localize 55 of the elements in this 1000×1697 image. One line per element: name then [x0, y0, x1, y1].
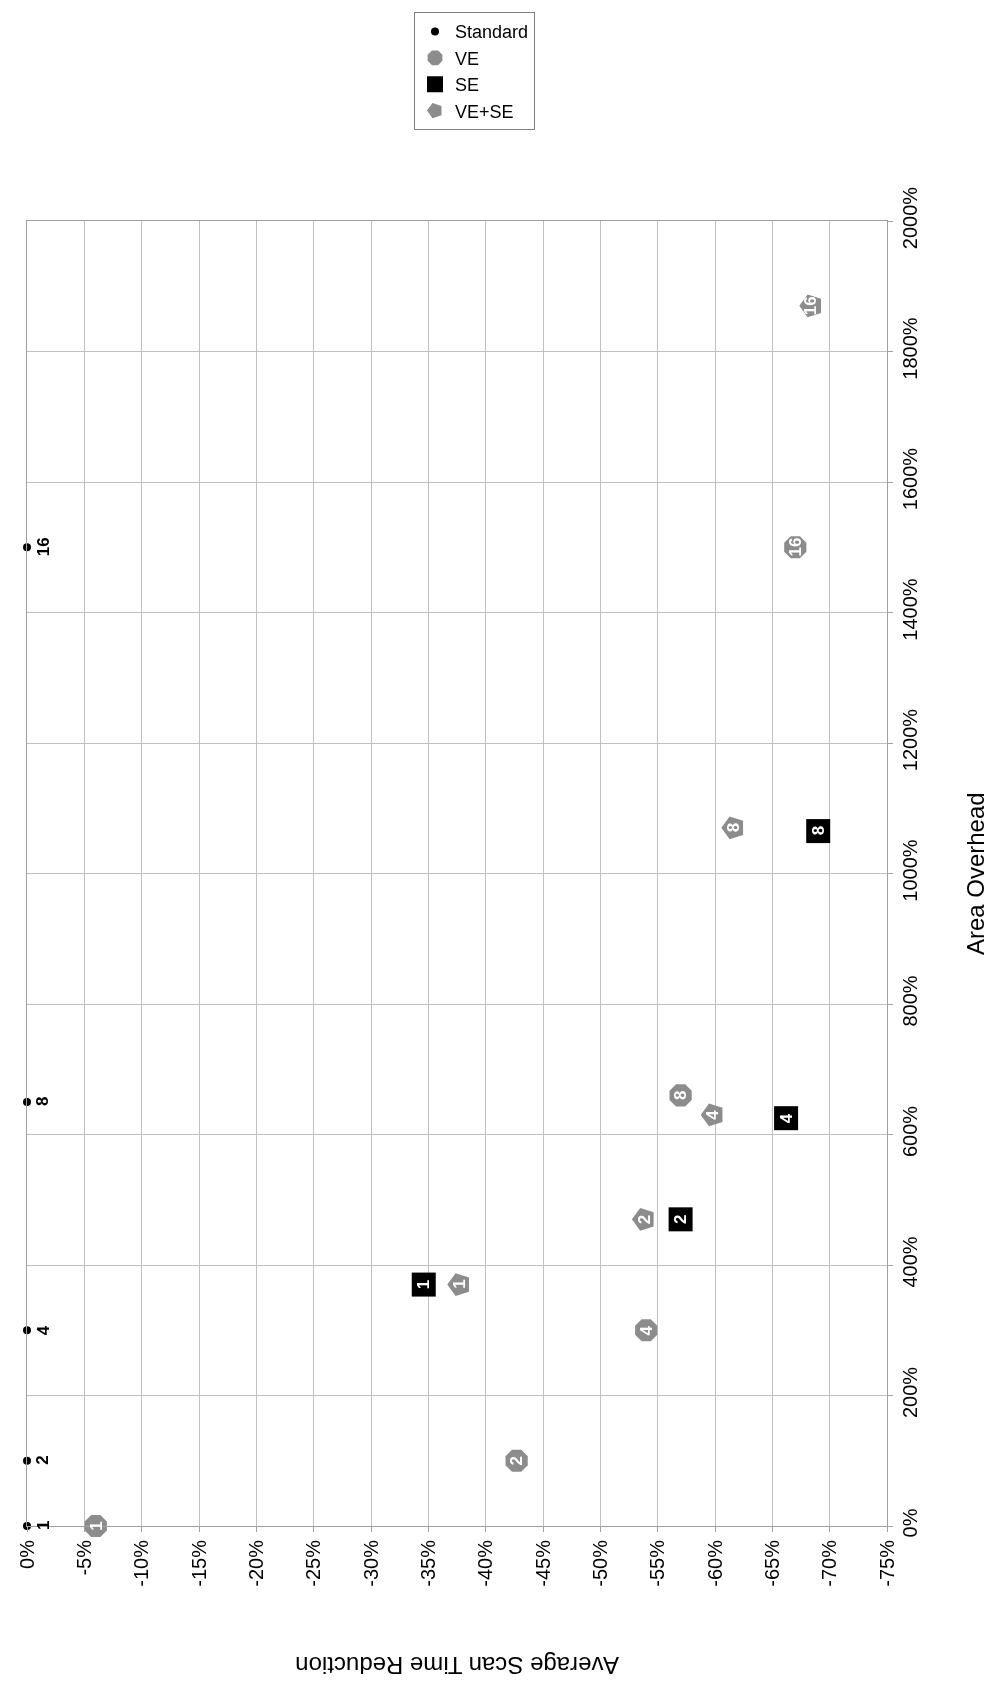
x-tick-label: -35%: [416, 1539, 439, 1587]
x-tick-label: -20%: [244, 1539, 267, 1587]
annotation: 1: [449, 1279, 469, 1289]
annotation: 8: [671, 1090, 691, 1100]
annotation: 16: [801, 296, 821, 316]
annotation: 2: [634, 1214, 654, 1225]
x-axis-title: Average Scan Time Reduction: [295, 1651, 619, 1679]
annotation: 2: [671, 1214, 691, 1224]
annotation: 2: [506, 1455, 526, 1466]
y-tick-label: 1600%: [899, 447, 921, 511]
annotation: 4: [33, 1325, 53, 1336]
y-tick-label: 800%: [899, 975, 921, 1027]
point: [23, 1456, 31, 1465]
x-tick-label: -55%: [646, 1539, 669, 1587]
x-tick-label: -10%: [130, 1539, 153, 1587]
annotation: 1: [34, 1520, 53, 1530]
y-tick-label: 1000%: [899, 839, 921, 902]
legend-label: SE: [455, 75, 480, 96]
annotation: 2: [33, 1455, 53, 1465]
y-tick-label: 600%: [899, 1105, 921, 1158]
annotation: 8: [809, 825, 829, 836]
y-tick-label: 1200%: [899, 708, 921, 772]
annotation: 16: [786, 537, 806, 557]
y-tick-label: 0%: [899, 1508, 921, 1538]
x-tick-label: -50%: [588, 1539, 611, 1587]
annotation: 4: [776, 1113, 796, 1124]
y-tick-label: 2000%: [899, 186, 921, 250]
x-tick-label: -15%: [187, 1539, 210, 1587]
annotation: 8: [33, 1096, 53, 1106]
legend-label: Standard: [455, 22, 529, 43]
x-tick-label: -60%: [703, 1539, 726, 1587]
y-tick-label: 1400%: [899, 578, 921, 641]
annotation: 1: [86, 1521, 106, 1531]
x-tick-label: -70%: [818, 1539, 841, 1587]
annotation: 8: [723, 822, 743, 833]
legend-label: VE+SE: [455, 101, 514, 122]
x-tick-label: -45%: [531, 1539, 554, 1587]
point: [23, 1326, 31, 1335]
x-tick-label: -65%: [760, 1539, 783, 1587]
annotation: 4: [636, 1325, 656, 1336]
y-tick-label: 1800%: [899, 317, 921, 380]
x-tick-label: -40%: [474, 1539, 497, 1587]
x-tick-label: -5%: [72, 1539, 95, 1576]
x-tick-label: -25%: [302, 1539, 325, 1587]
annotation: 1: [414, 1279, 434, 1290]
y-tick-label: 200%: [899, 1366, 921, 1419]
y-tick-label: 400%: [899, 1236, 921, 1288]
annotation: 4: [702, 1109, 722, 1120]
point: [23, 543, 31, 552]
legend-label: VE: [455, 48, 480, 69]
y-axis-title: Area Overhead: [962, 792, 990, 956]
x-tick-label: -30%: [359, 1539, 382, 1587]
x-tick-label: -75%: [875, 1539, 898, 1587]
annotation: 16: [33, 537, 53, 557]
x-tick-label: 0%: [15, 1539, 38, 1569]
